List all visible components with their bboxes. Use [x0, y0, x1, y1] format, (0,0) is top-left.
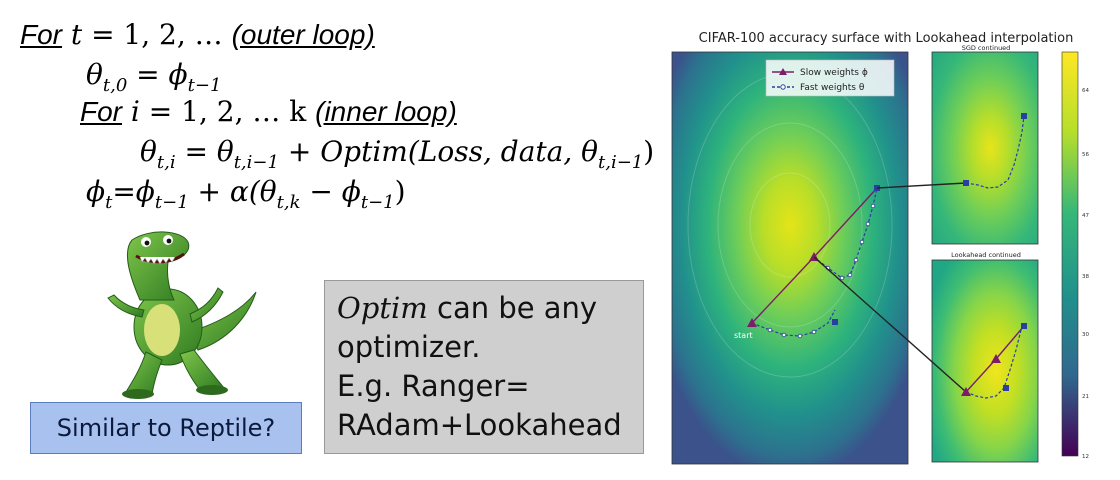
inner-for-keyword: For	[80, 96, 122, 127]
optim-note-line-4: RAdam+Lookahead	[337, 408, 622, 442]
phi-eq: =ϕ	[112, 175, 155, 208]
phi-lhs: ϕ	[86, 175, 106, 208]
colorbar-tick: 47	[1082, 213, 1089, 219]
update-prev-sub: t,i−1	[233, 152, 279, 173]
lookahead-accuracy-figure: CIFAR-100 accuracy surface with Lookahea…	[671, 31, 1089, 465]
colorbar-tick: 38	[1082, 274, 1089, 280]
legend-slow-weights: Slow weights ϕ	[800, 68, 868, 78]
outer-variable: t	[70, 18, 83, 51]
fast-weights-path-2	[813, 187, 878, 279]
fast-weights-points	[767, 203, 876, 339]
fast-update-line: θt,i = θt,i−1 + Optim(Loss, data, θt,i−1…	[140, 135, 654, 173]
sgd-continued-path	[965, 115, 1025, 189]
update-optim-call: + Optim(Loss, data, θ	[278, 135, 598, 168]
bridge-to-lookahead-panel	[813, 256, 967, 393]
outer-loop-line: For t = 1, 2, … (outer loop)	[20, 18, 375, 51]
lookahead-fast-endpoint	[1021, 323, 1027, 329]
sgd-end-point	[1021, 113, 1027, 119]
lookahead-panel-title: Lookahead continued	[951, 251, 1021, 259]
colorbar-tick: 56	[1082, 152, 1089, 158]
optim-note-line-3: E.g. Ranger=	[337, 369, 530, 403]
optim-math-term: Optim	[337, 291, 428, 325]
slow-weights-legend-marker	[779, 68, 787, 75]
similar-to-reptile-text: Similar to Reptile?	[56, 414, 276, 442]
outer-loop-note: (outer loop)	[231, 19, 375, 50]
inner-loop-note: (inner loop)	[315, 96, 457, 127]
lookahead-fast-endpoint	[1003, 385, 1009, 391]
fast-weights-endpoint	[832, 319, 838, 325]
similar-to-reptile-box: Similar to Reptile?	[30, 402, 302, 454]
init-phi: = ϕ	[127, 58, 188, 91]
figure-legend	[765, 59, 895, 97]
colorbar-tick: 30	[1082, 332, 1089, 338]
main-surface-panel	[671, 51, 909, 465]
outer-range: = 1, 2, …	[82, 18, 223, 51]
init-theta-sub: t,0	[102, 75, 128, 96]
init-phi-sub: t−1	[187, 75, 222, 96]
phi-theta-sub: t,k	[276, 192, 301, 213]
phi-prev-sub: t−1	[154, 192, 189, 213]
lookahead-algorithm: For t = 1, 2, … (outer loop) θt,0 = ϕt−1…	[0, 0, 660, 220]
start-label: start	[734, 331, 753, 340]
sgd-panel-title: SGD continued	[962, 44, 1011, 52]
phi-close: )	[394, 175, 406, 208]
inner-range: = 1, 2, … k	[139, 95, 307, 128]
fast-weights-legend-marker	[780, 84, 786, 90]
optim-note-line-2: optimizer.	[337, 330, 481, 364]
legend-fast-weights: Fast weights θ	[800, 83, 865, 93]
optim-note-box: Optim can be any optimizer. E.g. Ranger=…	[324, 280, 644, 454]
update-theta-sub: t,i	[156, 152, 176, 173]
colorbar-tick: 21	[1082, 394, 1089, 400]
slow-weights-marker	[747, 318, 757, 327]
lookahead-slow-marker	[961, 387, 971, 396]
colorbar	[1061, 51, 1079, 457]
update-theta: θ	[140, 135, 157, 168]
figure-title: CIFAR-100 accuracy surface with Lookahea…	[699, 31, 1074, 46]
inner-loop-line: For i = 1, 2, … k (inner loop)	[80, 95, 457, 128]
phi-minus: − ϕ	[300, 175, 361, 208]
update-close: )	[643, 135, 655, 168]
dinosaur-illustration	[107, 231, 257, 399]
sgd-continued-panel	[931, 51, 1039, 245]
phi-alpha: + α(θ	[188, 175, 277, 208]
init-theta: θ	[86, 58, 103, 91]
optim-line-1-text: can be any	[427, 291, 598, 325]
colorbar-tick: 64	[1082, 88, 1089, 94]
outer-for-keyword: For	[20, 19, 62, 50]
bridge-to-sgd-panel	[876, 182, 967, 189]
colorbar-tick: 12	[1082, 454, 1089, 460]
slow-update-line: ϕt=ϕt−1 + α(θt,k − ϕt−1)	[86, 175, 406, 213]
phi-last-sub: t−1	[360, 192, 395, 213]
lookahead-fast-path	[965, 325, 1023, 399]
inner-variable: i	[130, 95, 140, 128]
phi-lhs-sub: t	[105, 192, 113, 213]
lookahead-continued-panel	[931, 259, 1039, 463]
lookahead-slow-marker	[991, 354, 1001, 363]
update-eq: = θ	[175, 135, 234, 168]
update-arg-sub: t,i−1	[598, 152, 644, 173]
optim-note-line-1: Optim can be any	[337, 289, 643, 328]
sgd-start-point	[963, 180, 969, 186]
init-line: θt,0 = ϕt−1	[86, 58, 221, 96]
